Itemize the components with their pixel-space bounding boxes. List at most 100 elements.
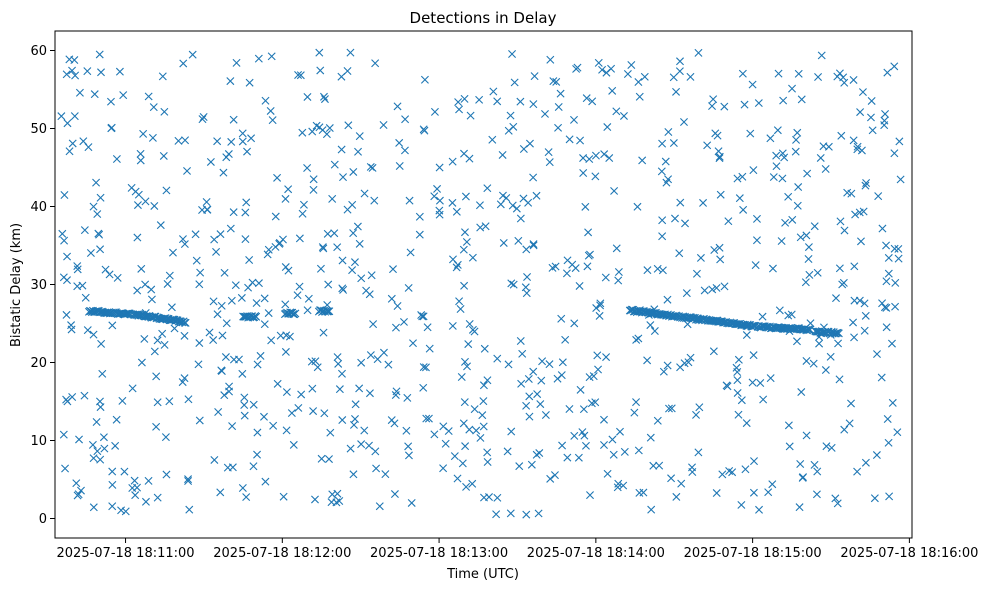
clutter-point: [504, 126, 513, 135]
clutter-point: [873, 350, 881, 359]
clutter-point: [348, 266, 357, 275]
clutter-point: [229, 208, 238, 217]
clutter-point: [191, 230, 200, 239]
clutter-point: [304, 294, 313, 303]
clutter-point: [840, 425, 849, 434]
clutter-point: [614, 268, 623, 277]
clutter-point: [275, 238, 284, 247]
clutter-point: [393, 102, 402, 111]
clutter-point: [890, 62, 899, 71]
clutter-point: [152, 422, 161, 431]
x-tick-label: 2025-07-18 18:12:00: [213, 546, 351, 561]
track-point: [832, 328, 841, 337]
clutter-point: [653, 264, 662, 273]
clutter-point: [516, 337, 525, 346]
clutter-point: [576, 385, 585, 394]
clutter-point: [92, 178, 101, 187]
clutter-point: [375, 502, 384, 511]
clutter-point: [353, 222, 362, 231]
clutter-point: [669, 73, 678, 82]
clutter-point: [715, 152, 724, 161]
track-point: [806, 325, 815, 334]
clutter-point: [573, 63, 582, 72]
clutter-point: [880, 121, 889, 130]
clutter-point: [222, 153, 231, 162]
clutter-point: [860, 299, 869, 308]
clutter-point: [483, 457, 492, 466]
clutter-point: [417, 311, 426, 320]
clutter-point: [669, 139, 678, 148]
clutter-point: [264, 309, 273, 318]
clutter-point: [357, 358, 366, 367]
clutter-point: [163, 279, 172, 288]
clutter-point: [312, 121, 321, 130]
clutter-point: [557, 314, 566, 323]
clutter-point: [515, 462, 524, 471]
clutter-point: [643, 356, 652, 365]
clutter-point: [168, 248, 177, 257]
clutter-point: [465, 320, 474, 328]
clutter-point: [649, 461, 658, 470]
clutter-point: [391, 323, 400, 332]
clutter-point: [113, 273, 122, 282]
clutter-point: [596, 301, 605, 310]
clutter-point: [574, 453, 583, 462]
clutter-point: [354, 147, 363, 156]
clutter-point: [68, 66, 77, 75]
clutter-point: [228, 463, 237, 472]
clutter-point: [357, 274, 366, 283]
clutter-point: [537, 376, 546, 385]
clutter-point: [822, 442, 831, 451]
clutter-point: [118, 396, 127, 405]
clutter-point: [242, 493, 251, 502]
track-point: [181, 318, 190, 327]
clutter-point: [849, 136, 858, 145]
clutter-point: [240, 393, 249, 402]
clutter-point: [319, 244, 328, 253]
clutter-point: [266, 106, 275, 115]
clutter-point: [872, 451, 881, 460]
x-tick-label: 2025-07-18 18:16:00: [840, 546, 978, 561]
clutter-point: [136, 149, 145, 158]
clutter-point: [59, 430, 68, 439]
clutter-point: [127, 183, 136, 192]
clutter-point: [136, 156, 145, 165]
clutter-point: [202, 198, 211, 206]
clutter-point: [222, 319, 231, 328]
track-point: [252, 312, 261, 321]
clutter-point: [460, 228, 469, 237]
clutter-point: [795, 503, 804, 512]
clutter-point: [530, 72, 539, 81]
clutter-point: [370, 196, 379, 205]
clutter-point: [309, 175, 318, 184]
clutter-point: [247, 134, 256, 143]
clutter-point: [503, 447, 512, 456]
clutter-point: [676, 363, 685, 372]
clutter-point: [260, 294, 269, 303]
clutter-point: [866, 113, 875, 122]
clutter-point: [460, 94, 469, 103]
clutter-point: [509, 280, 518, 289]
clutter-point: [894, 244, 903, 253]
clutter-point: [355, 132, 364, 141]
clutter-point: [285, 332, 294, 341]
clutter-point: [861, 311, 870, 320]
clutter-point: [367, 271, 376, 280]
clutter-point: [816, 153, 825, 162]
clutter-point: [468, 253, 477, 262]
clutter-point: [882, 277, 891, 286]
clutter-point: [627, 60, 636, 69]
x-tick-label: 2025-07-18 18:11:00: [57, 546, 195, 561]
clutter-point: [570, 319, 579, 328]
clutter-point: [522, 510, 531, 519]
clutter-point: [492, 510, 501, 519]
clutter-point: [518, 349, 527, 358]
clutter-point: [453, 260, 462, 269]
clutter-point: [83, 326, 92, 335]
clutter-point: [551, 262, 560, 271]
clutter-point: [600, 150, 609, 159]
clutter-point: [161, 433, 170, 442]
clutter-point: [764, 488, 773, 497]
clutter-point: [602, 353, 611, 362]
clutter-point: [850, 262, 859, 271]
